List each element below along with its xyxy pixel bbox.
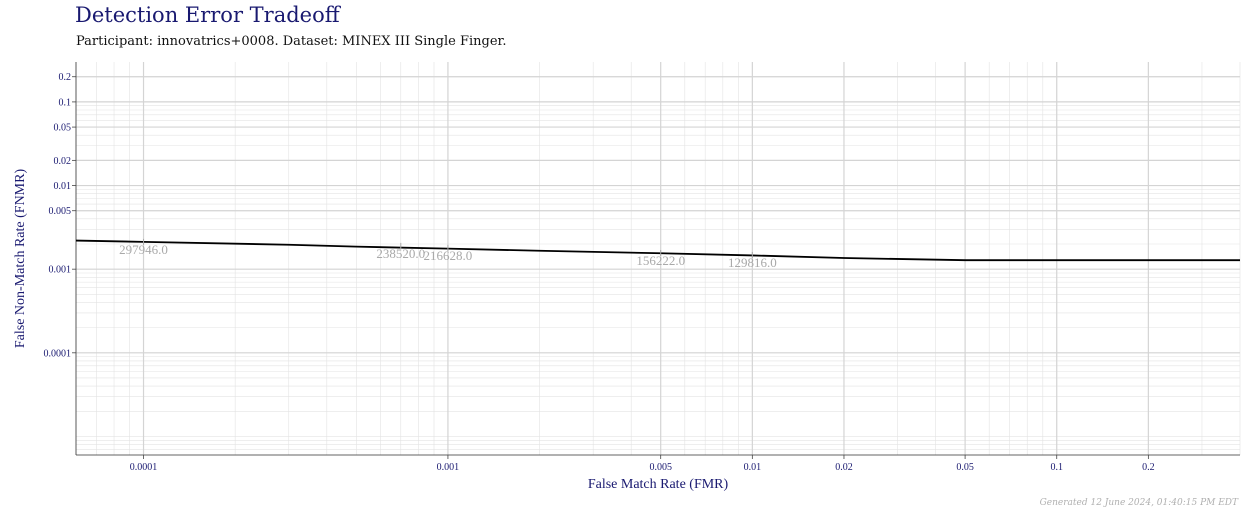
generated-timestamp: Generated 12 June 2024, 01:40:15 PM EDT: [1039, 498, 1238, 508]
y-tick-labels: 0.2 0.1 0.05 0.02 0.01 0.005 0.001 0.0001: [44, 72, 76, 359]
x-tick-label: 0.1: [1050, 462, 1063, 473]
y-tick-label: 0.1: [59, 97, 72, 108]
det-curve-line: [75, 239, 1240, 262]
x-tick-label: 0.02: [835, 462, 853, 473]
x-tick-label: 0.001: [437, 462, 460, 473]
y-tick-label: 0.0001: [44, 348, 72, 359]
y-tick-label: 0.005: [49, 206, 72, 217]
x-tick-label: 0.005: [649, 462, 672, 473]
y-tick-label: 0.01: [54, 181, 72, 192]
threshold-label: 129816.0: [728, 255, 777, 270]
x-tick-label: 0.05: [956, 462, 974, 473]
x-tick-label: 0.01: [744, 462, 762, 473]
y-tick-label: 0.02: [54, 156, 72, 167]
y-tick-label: 0.05: [54, 123, 72, 134]
x-tick-label: 0.2: [1142, 462, 1155, 473]
x-tick-labels: 0.0001 0.001 0.005 0.01 0.02 0.05 0.1 0.2: [130, 455, 1155, 473]
major-grid: [75, 62, 1240, 456]
det-curve-layer: [75, 239, 1240, 262]
x-axis-title: False Match Rate (FMR): [588, 477, 729, 492]
y-tick-label: 0.2: [59, 72, 72, 83]
threshold-label: 238520.0: [376, 246, 425, 261]
chart-subtitle: Participant: innovatrics+0008. Dataset: …: [76, 34, 507, 49]
threshold-label: 216628.0: [424, 248, 473, 263]
threshold-label: 297946.0: [119, 242, 168, 257]
chart-title: Detection Error Tradeoff: [75, 3, 340, 27]
x-tick-label: 0.0001: [130, 462, 158, 473]
threshold-label: 156222.0: [636, 253, 685, 268]
y-tick-label: 0.001: [49, 265, 72, 276]
y-axis-title: False Non-Match Rate (FNMR): [13, 169, 28, 349]
